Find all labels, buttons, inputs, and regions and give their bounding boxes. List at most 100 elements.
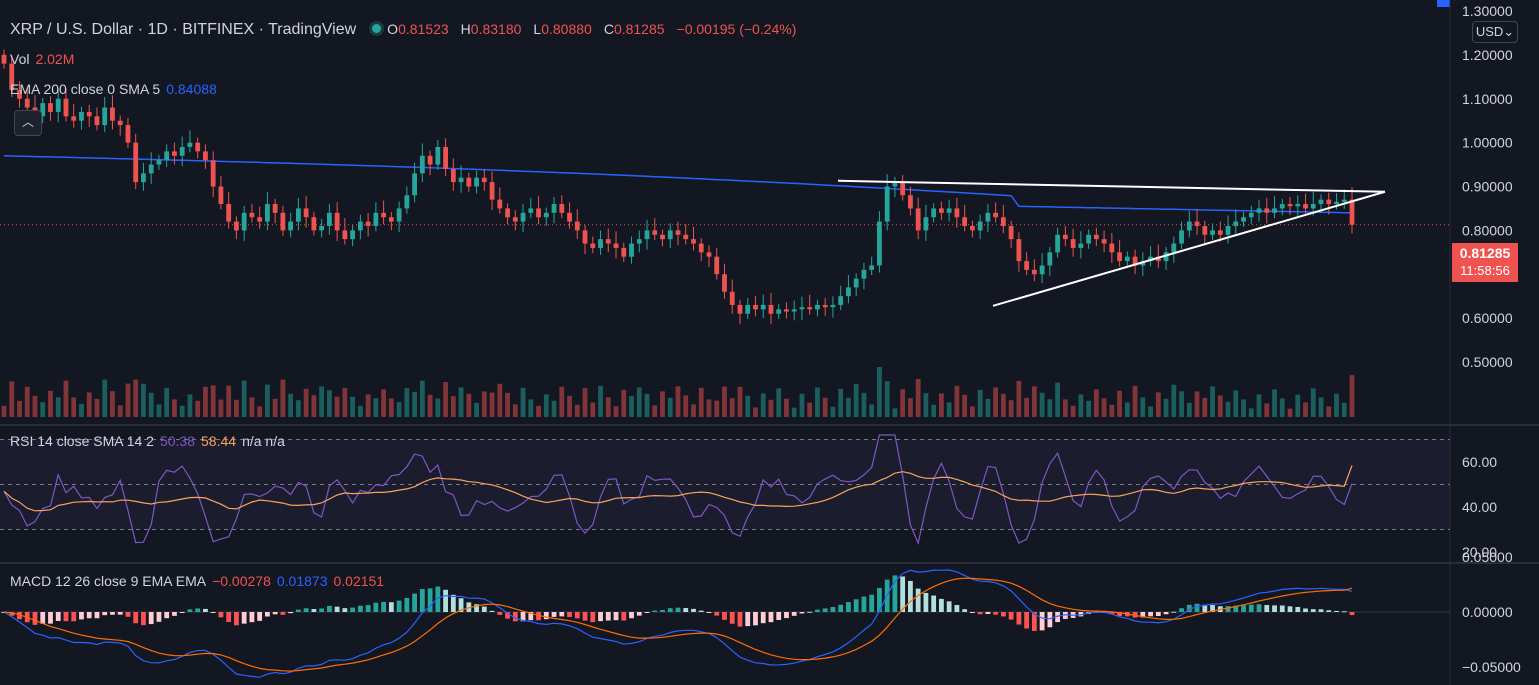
macd-hist-bar [102,612,108,616]
candle-body [86,111,92,117]
macd-hist-bar [505,612,510,619]
macd-hist-bar [621,612,627,621]
candle-body [1039,265,1045,275]
volume-bar [559,386,565,417]
candle-body [210,160,216,187]
volume-bar [799,393,805,417]
bar-countdown: 11:58:56 [1460,263,1510,278]
candle-body [241,212,247,231]
volume-bar [311,395,317,417]
volume-bar [1047,399,1053,417]
candle-body [799,307,805,310]
candle-body [164,151,170,161]
volume-bar [582,388,588,417]
volume-bar [481,391,487,417]
candle-body [1295,204,1301,207]
candle-body [1349,199,1355,225]
candle-body [102,107,108,126]
macd-line [3,569,1353,678]
candle-body [342,230,348,240]
macd-hist-bar [396,600,402,612]
candle-body [768,304,774,314]
candle-body [141,173,146,183]
candle-body [946,208,952,213]
macd-hist-bar [660,609,665,612]
ema-legend[interactable]: EMA 200 close 0 SMA 5 0.84088 [10,81,217,97]
macd-legend[interactable]: MACD 12 26 close 9 EMA EMA −0.00278 0.0187… [10,573,385,589]
macd-hist-bar [900,576,906,612]
macd-hist-bar [605,612,611,621]
volume-bar [71,397,77,417]
candle-body [722,274,727,292]
macd-hist-bar [110,612,115,615]
volume-value: 2.02M [35,51,75,67]
price-change: −0.00195 (−0.24%) [676,21,797,37]
volume-bar [257,406,263,417]
macd-hist-bar [613,612,619,621]
macd-hist-value: −0.00278 [212,573,271,589]
candle-body [1241,217,1246,222]
currency-select[interactable]: USD⌄ [1472,21,1518,43]
volume-bar [210,385,216,417]
candle-body [791,309,797,312]
candle-body [590,243,596,248]
macd-hist-bar [1248,604,1254,612]
macd-hist-bar [141,612,146,626]
candle-body [667,230,673,240]
volume-bar [1117,390,1122,417]
macd-hist-bar [1179,608,1184,612]
y-tick-label: 0.90000 [1462,179,1513,195]
volume-bar [939,393,944,417]
volume-bar [784,398,789,417]
candle-body [830,304,836,308]
macd-hist-bar [1062,612,1068,619]
macd-hist-bar [334,606,340,612]
volume-bar [768,399,774,417]
rsi-legend[interactable]: RSI 14 close SMA 14 2 50.38 58.44 n/a n/a [10,433,285,449]
macd-hist-bar [512,612,518,622]
macd-hist-bar [1117,612,1122,617]
macd-hist-bar [629,612,634,619]
volume-bar [141,383,146,417]
volume-bar [1008,400,1014,417]
volume-bar [1303,402,1308,417]
volume-bar [869,404,875,417]
macd-hist-bar [265,612,270,617]
volume-bar [1000,393,1006,417]
symbol-title[interactable]: XRP / U.S. Dollar · 1D · BITFINEX · Trad… [10,21,357,38]
candle-body [1248,212,1254,218]
volume-bar [853,383,859,417]
macd-hist-bar [551,612,557,617]
collapse-legend-button[interactable]: ︿ [14,110,42,136]
candle-body [1318,199,1324,205]
candle-body [63,98,69,117]
macd-hist-bar [249,612,255,623]
volume-bar [1016,381,1022,417]
volume-bar [218,399,224,417]
volume-bar [1256,394,1262,417]
candle-body [559,204,565,213]
macd-hist-bar [846,602,851,612]
macd-hist-bar [226,612,232,622]
macd-hist-bar [590,612,596,623]
volume-bar [17,400,22,417]
macd-signal-value: 0.02151 [333,573,385,589]
volume-bar [993,387,999,417]
candle-body [1186,221,1192,231]
volume-bar [9,381,15,417]
macd-hist-bar [1264,605,1270,612]
volume-bar [1233,390,1239,417]
y-tick-label: 0.50000 [1462,354,1513,370]
macd-hist-bar [977,612,983,615]
candle-body [1086,234,1091,244]
macd-hist-bar [195,608,201,612]
chevron-down-icon: ⌄ [1503,24,1515,39]
volume-bar [908,398,913,417]
volume-legend[interactable]: Vol 2.02M [10,51,75,67]
macd-hist-bar [915,588,921,612]
macd-hist-bar [1334,610,1339,612]
macd-hist-bar [830,607,836,612]
candle-body [1210,230,1215,235]
volume-bar [915,379,921,417]
